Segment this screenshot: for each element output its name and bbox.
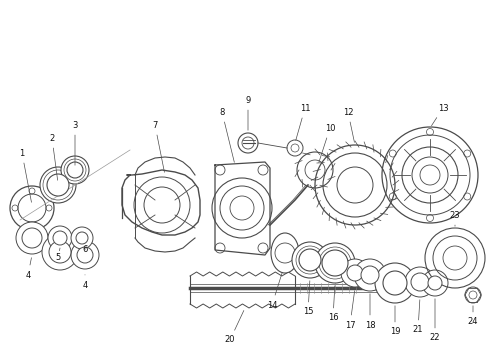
Circle shape: [53, 231, 67, 245]
Text: 22: 22: [430, 299, 440, 342]
Text: 6: 6: [82, 246, 88, 255]
Text: 15: 15: [303, 281, 313, 316]
Text: 19: 19: [390, 306, 400, 337]
Circle shape: [405, 267, 435, 297]
Circle shape: [428, 276, 442, 290]
Text: 18: 18: [365, 294, 375, 329]
Circle shape: [61, 156, 89, 184]
Circle shape: [76, 232, 88, 244]
Circle shape: [347, 265, 363, 281]
Circle shape: [67, 162, 83, 178]
Text: 12: 12: [343, 108, 354, 142]
Circle shape: [315, 243, 355, 283]
Text: 16: 16: [328, 286, 338, 323]
Text: 11: 11: [296, 104, 310, 140]
Text: 13: 13: [432, 104, 448, 126]
Text: 3: 3: [73, 121, 78, 165]
Text: 1: 1: [20, 149, 31, 202]
Text: 24: 24: [468, 306, 478, 327]
Circle shape: [299, 249, 321, 271]
Text: 17: 17: [344, 291, 355, 329]
Circle shape: [48, 226, 72, 250]
Circle shape: [383, 271, 407, 295]
Circle shape: [341, 259, 369, 287]
Circle shape: [49, 241, 71, 263]
Text: 23: 23: [450, 211, 460, 226]
Circle shape: [47, 174, 69, 196]
Circle shape: [292, 242, 328, 278]
Text: 7: 7: [152, 121, 165, 172]
Circle shape: [42, 234, 78, 270]
Ellipse shape: [271, 233, 299, 273]
Circle shape: [422, 270, 448, 296]
Circle shape: [361, 266, 379, 284]
Circle shape: [16, 222, 48, 254]
Circle shape: [322, 250, 348, 276]
Circle shape: [77, 247, 93, 263]
Text: 8: 8: [220, 108, 234, 162]
Text: 14: 14: [267, 273, 282, 310]
Text: 4: 4: [25, 258, 31, 279]
Text: 4: 4: [82, 275, 88, 289]
Text: 20: 20: [225, 311, 244, 345]
Circle shape: [375, 263, 415, 303]
Text: 2: 2: [49, 134, 58, 180]
Circle shape: [71, 227, 93, 249]
Circle shape: [22, 228, 42, 248]
Text: 9: 9: [245, 95, 250, 130]
Text: 10: 10: [319, 123, 335, 162]
Circle shape: [354, 259, 386, 291]
Text: 21: 21: [413, 300, 423, 334]
Text: 5: 5: [55, 248, 61, 262]
Circle shape: [40, 167, 76, 203]
Circle shape: [71, 241, 99, 269]
Circle shape: [411, 273, 429, 291]
